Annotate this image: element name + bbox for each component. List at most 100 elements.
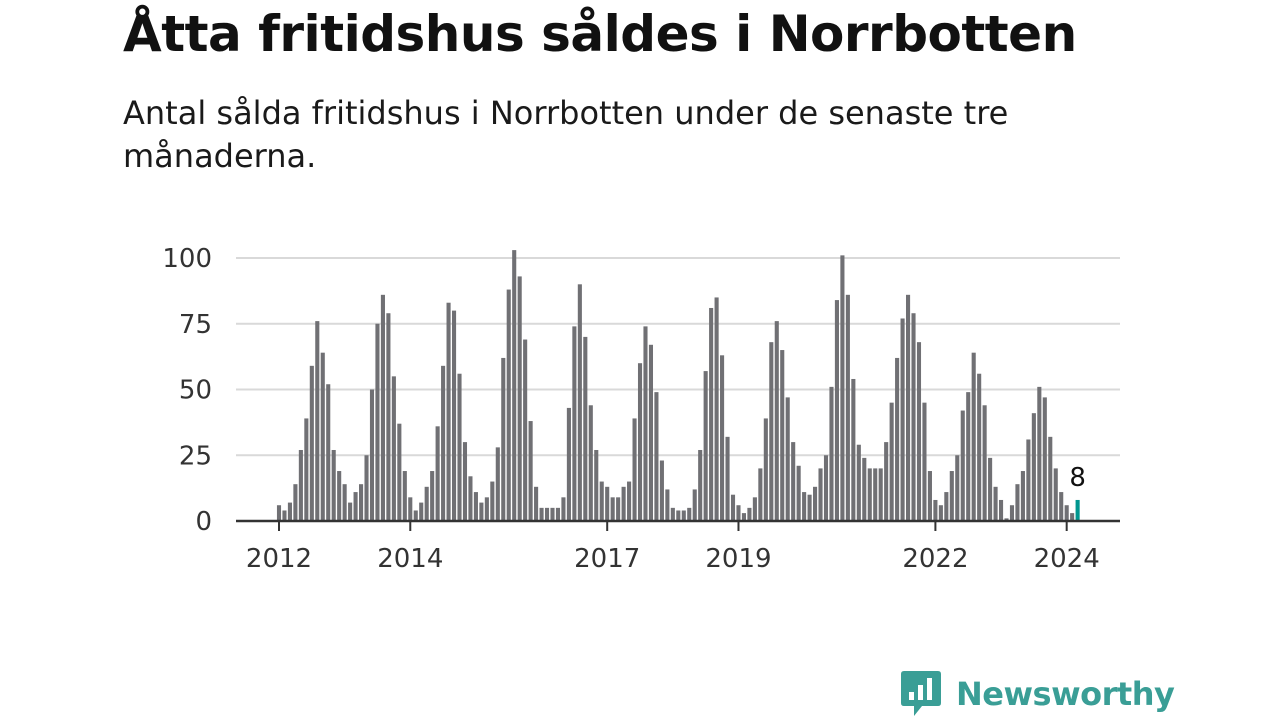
bar: [840, 255, 845, 521]
bar: [988, 457, 993, 521]
bar: [845, 294, 850, 521]
brand-name: Newsworthy: [956, 675, 1175, 713]
bar: [933, 499, 938, 521]
bar: [594, 449, 599, 521]
brand-logo: Newsworthy: [900, 668, 1175, 720]
bar: [654, 392, 659, 521]
bar: [665, 489, 670, 521]
bar: [512, 250, 517, 522]
bar: [544, 507, 550, 521]
bar: [1015, 484, 1020, 521]
bar: [588, 405, 593, 521]
bar: [413, 510, 418, 521]
bar: [320, 352, 325, 521]
bar: [550, 507, 555, 521]
bar: [534, 486, 539, 521]
bar: [506, 289, 511, 521]
bar: [397, 423, 402, 521]
bar: [741, 513, 746, 521]
bar: [479, 502, 484, 521]
chart-title: Åtta fritidshus såldes i Norrbotten: [123, 5, 1077, 63]
bar: [621, 486, 626, 521]
bar: [823, 455, 829, 521]
bar: [457, 373, 462, 521]
x-tick-label: 2017: [574, 544, 640, 574]
bar: [1009, 505, 1015, 521]
bar: [528, 421, 533, 521]
bar: [342, 484, 347, 521]
bar: [769, 342, 774, 521]
bar: [577, 284, 582, 521]
bars: 8: [276, 250, 1086, 522]
bar: [916, 342, 922, 521]
bar: [359, 484, 364, 521]
bar: [1048, 436, 1053, 521]
bar: [309, 365, 314, 521]
bar: [895, 357, 900, 521]
bar: [326, 384, 331, 521]
bar: [632, 418, 637, 521]
bar: [938, 505, 943, 521]
bar: [1020, 471, 1025, 521]
bar: [670, 507, 675, 521]
bar: [955, 455, 960, 521]
bar: [659, 460, 664, 521]
bar: [993, 486, 998, 521]
gridlines: [236, 257, 1120, 457]
bar: [851, 378, 856, 521]
bar: [293, 484, 298, 521]
bar: [900, 318, 905, 521]
bar: [873, 468, 878, 521]
bar: [282, 510, 287, 521]
bar: [1070, 513, 1075, 521]
bar: [572, 326, 577, 521]
bar: [949, 471, 954, 521]
x-tick-label: 2024: [1034, 544, 1100, 574]
bar: [856, 444, 861, 521]
bar: [911, 313, 916, 521]
bar: [369, 389, 375, 521]
bar: [364, 455, 369, 521]
bar: [561, 497, 566, 521]
bar: [1053, 468, 1058, 521]
x-tick-label: 2014: [377, 544, 443, 574]
bar: [424, 486, 429, 521]
bar: [867, 468, 872, 521]
bar: [408, 497, 413, 521]
bar: [747, 507, 752, 521]
bar: [709, 307, 714, 521]
bar: [523, 339, 528, 521]
bar: [884, 442, 889, 521]
bar: [348, 502, 353, 521]
bar: [435, 426, 440, 521]
bar: [966, 392, 971, 521]
bar: [785, 397, 790, 521]
bar: [681, 510, 686, 521]
bar: [391, 376, 396, 521]
bar: [977, 373, 982, 521]
bar: [1026, 439, 1031, 521]
axes: 0 25 50 75 100 2012 2014 2017 2019 2022 2024: [162, 244, 1120, 574]
bar: [501, 357, 506, 521]
bar: [736, 505, 741, 521]
bar: [763, 418, 768, 521]
bar-highlight: [1075, 499, 1080, 521]
x-tick-label: 2012: [246, 544, 312, 574]
bar: [643, 326, 648, 521]
bar: [304, 418, 309, 521]
y-tick-label: 0: [195, 507, 212, 537]
y-tick-label: 100: [162, 244, 212, 274]
bar: [648, 344, 654, 521]
y-tick-label: 50: [179, 376, 212, 406]
bar: [692, 489, 697, 521]
bar: [982, 405, 987, 521]
bar: [446, 302, 451, 521]
y-tick-label: 75: [179, 310, 212, 340]
bar: [287, 502, 292, 521]
bar: [298, 449, 303, 521]
bar: [610, 497, 615, 521]
bar-value-label: 8: [1069, 463, 1086, 493]
bar: [539, 507, 544, 521]
bar: [714, 297, 719, 521]
bar: [862, 457, 867, 521]
